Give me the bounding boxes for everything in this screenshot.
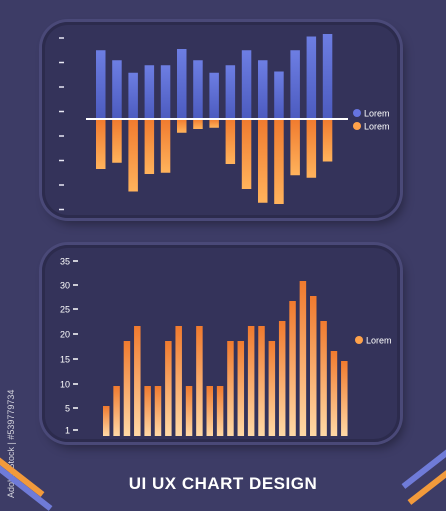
bar-series2 <box>306 119 317 178</box>
bar-series1 <box>225 65 236 119</box>
bar-series1 <box>241 50 252 119</box>
bar <box>278 321 286 436</box>
bar-series1 <box>96 50 106 119</box>
bar-series1 <box>290 50 300 119</box>
bar <box>268 341 276 436</box>
bar-series2 <box>160 119 171 173</box>
bar-series2 <box>225 119 236 164</box>
bar-series2 <box>96 119 106 169</box>
y-tick-label: 10 <box>60 380 70 390</box>
bar <box>206 386 213 436</box>
bar-series1 <box>160 65 171 119</box>
y-tick-label: 1 <box>65 426 70 436</box>
bar-series1 <box>177 49 187 119</box>
legend-marker <box>353 109 361 117</box>
y-tick-label: 15 <box>60 355 70 365</box>
bar <box>320 321 327 436</box>
bar <box>196 326 203 436</box>
bar-series2 <box>274 119 284 204</box>
bar-series2 <box>290 119 300 176</box>
bar-series2 <box>128 119 138 192</box>
bar-series1 <box>193 60 203 119</box>
bar <box>258 326 265 436</box>
y-tick-label: 25 <box>60 305 70 315</box>
bar <box>165 341 172 436</box>
bar <box>103 406 110 436</box>
bar-series2 <box>322 119 333 162</box>
legend-marker <box>353 122 361 130</box>
watermark-side-text: Adobe Stock | #539779734 <box>6 390 16 498</box>
bar <box>144 386 151 436</box>
bar-series1 <box>209 72 219 119</box>
y-tick-label: 35 <box>60 257 70 267</box>
bar-series1 <box>306 36 317 119</box>
bar <box>185 386 193 436</box>
y-tick-label: 20 <box>60 330 70 340</box>
bar <box>227 341 234 436</box>
bar <box>113 386 120 436</box>
bar <box>216 386 224 436</box>
bar-series1 <box>322 34 333 119</box>
bar <box>247 326 255 436</box>
bar-series2 <box>177 119 187 133</box>
bar-series2 <box>144 119 155 174</box>
bar <box>237 341 245 436</box>
legend-label: Lorem <box>364 109 390 119</box>
bar-series1 <box>258 60 268 119</box>
bar <box>154 386 162 436</box>
bar-series2 <box>241 119 252 189</box>
bar <box>330 351 338 436</box>
bar-series1 <box>274 71 284 119</box>
legend-marker <box>355 336 363 344</box>
vertical-bar-chart: Adobe Stock | #539779734 35 30 25 20 15 10 5 1 Lo… <box>6 257 392 499</box>
bar <box>289 301 296 436</box>
diverging-bar-chart: Lorem Lorem <box>59 34 390 211</box>
legend-label: Lorem <box>366 336 392 346</box>
bar-series1 <box>112 60 122 119</box>
bar <box>310 296 317 436</box>
bar <box>175 326 182 436</box>
bar-series1 <box>128 72 138 119</box>
bar <box>134 326 141 436</box>
page-title: UI UX CHART DESIGN <box>128 474 318 493</box>
bar-series1 <box>144 65 155 119</box>
bar-series2 <box>209 119 219 128</box>
bar <box>341 361 348 436</box>
y-tick-label: 5 <box>65 404 70 414</box>
bar-series2 <box>258 119 268 203</box>
bar-series2 <box>193 119 203 129</box>
bar <box>123 341 131 436</box>
bar <box>299 281 307 436</box>
bar-series2 <box>112 119 122 163</box>
legend-label: Lorem <box>364 122 390 132</box>
y-tick-label: 30 <box>60 281 70 291</box>
